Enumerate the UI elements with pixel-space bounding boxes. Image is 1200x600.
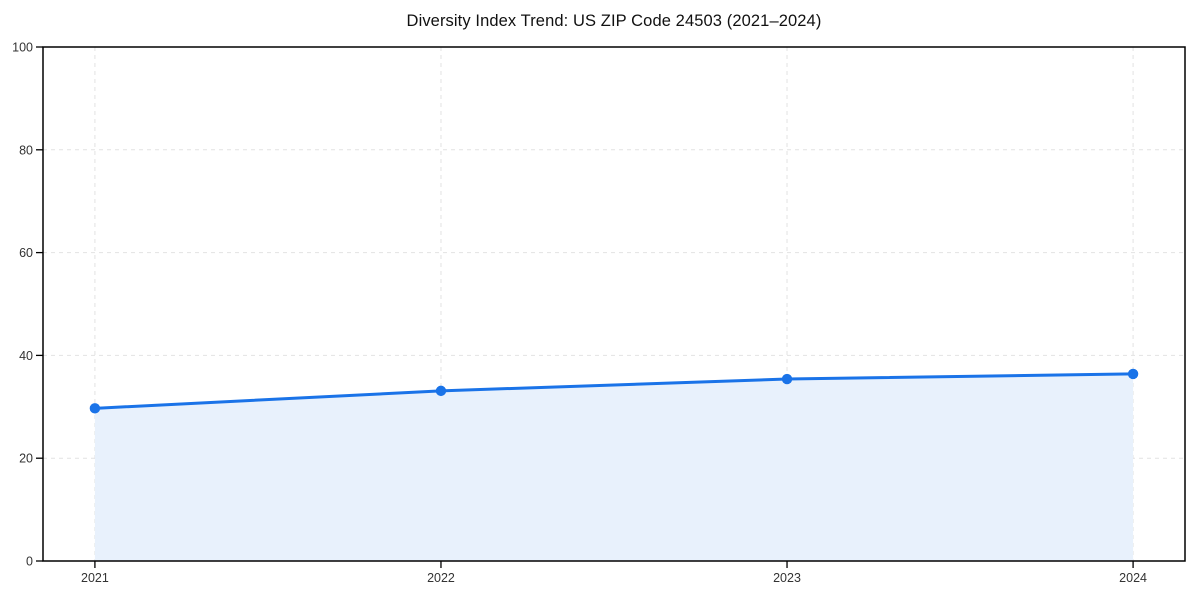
data-point-marker (1127, 368, 1139, 380)
x-tick-label: 2021 (81, 571, 109, 585)
y-tick-label: 80 (19, 143, 33, 157)
data-point-marker (89, 403, 101, 414)
plot-border (42, 46, 1186, 562)
y-tick-label: 60 (19, 246, 33, 260)
x-tick-label: 2023 (773, 571, 801, 585)
chart-title: Diversity Index Trend: US ZIP Code 24503… (406, 12, 822, 30)
y-tick-label: 0 (26, 555, 33, 569)
data-point-marker (435, 385, 447, 397)
data-point-marker (781, 373, 793, 385)
y-tick-label: 40 (19, 349, 33, 363)
y-tick-label: 20 (19, 452, 33, 466)
x-tick-label: 2024 (1119, 571, 1147, 585)
x-tick-label: 2022 (427, 571, 455, 585)
series-line (93, 372, 1135, 410)
area-fill (94, 373, 1134, 561)
y-tick-label: 100 (12, 41, 33, 55)
